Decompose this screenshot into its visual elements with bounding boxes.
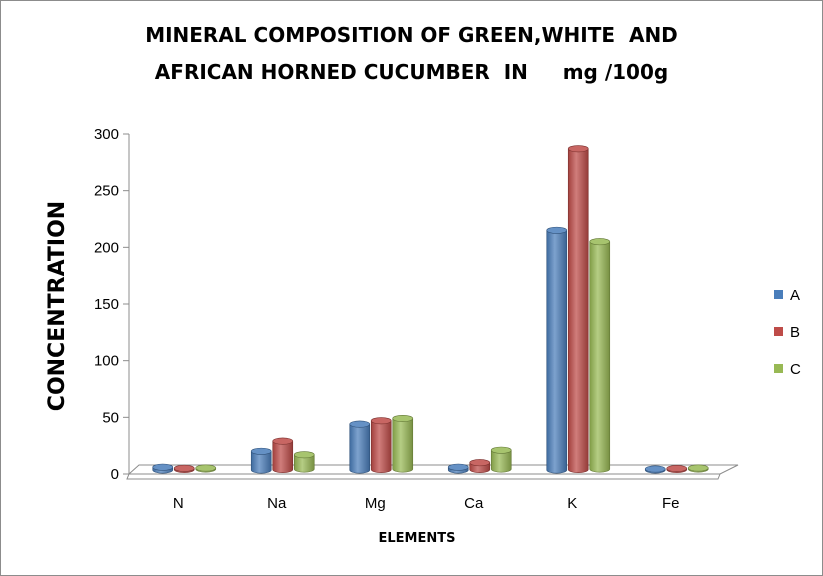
bar-B-Na (272, 437, 294, 473)
y-tick-label: 100 (94, 353, 119, 370)
bar-body (370, 420, 392, 473)
bar-top (349, 420, 371, 428)
bar-A-Mg (349, 420, 371, 474)
x-axis-title: ELEMENTS (379, 531, 456, 546)
floor-front (126, 473, 721, 480)
legend-label-B: B (790, 324, 800, 341)
bar-B-K (567, 145, 589, 473)
bar-B-N (173, 464, 195, 473)
bar-A-Fe (644, 465, 666, 474)
y-tick-label: 300 (94, 126, 119, 143)
bar-C-K (589, 238, 611, 473)
bar-top (567, 145, 589, 153)
legend-swatch-B (774, 327, 783, 336)
legend-label-A: A (790, 287, 800, 304)
x-tick-label: K (567, 495, 577, 512)
bar-top (173, 464, 195, 472)
bar-body (349, 423, 371, 474)
y-tick-label: 150 (94, 296, 119, 313)
chart-title-line-1: MINERAL COMPOSITION OF GREEN,WHITE AND (145, 23, 678, 47)
bar-top (392, 414, 414, 422)
bar-C-Fe (687, 464, 709, 473)
bar-top (293, 451, 315, 459)
x-axis-labels: N Na Mg Ca K Fe (173, 495, 680, 512)
bar-top (546, 226, 568, 234)
bar-top (490, 446, 512, 454)
bar-body (546, 230, 568, 474)
bar-top (195, 464, 217, 472)
bar-body (392, 418, 414, 473)
y-tick-label: 50 (102, 409, 119, 426)
bar-top (644, 465, 666, 473)
bar-body (272, 440, 294, 473)
legend: A B C (774, 287, 801, 378)
chart-title-line-2: AFRICAN HORNED CUCUMBER IN mg /100g (154, 60, 669, 84)
bar-top (589, 238, 611, 246)
bar-body (250, 451, 272, 474)
y-tick-label: 250 (94, 183, 119, 200)
bar-A-N (152, 463, 174, 474)
plot-floor (126, 464, 739, 480)
bar-top (272, 437, 294, 445)
bar-B-Mg (370, 417, 392, 473)
y-axis: 0 50 100 150 200 250 300 (94, 126, 130, 483)
bar-body (589, 241, 611, 473)
y-axis-title: CONCENTRATION (45, 201, 70, 411)
bar-top (666, 464, 688, 472)
bar-top (469, 459, 491, 467)
x-tick-label: Ca (464, 495, 484, 512)
y-tick-label: 0 (111, 466, 119, 483)
x-tick-label: Mg (365, 495, 386, 512)
x-tick-label: Na (267, 495, 287, 512)
legend-swatch-C (774, 364, 783, 373)
bar-A-Na (250, 447, 272, 474)
x-tick-label: N (173, 495, 184, 512)
bar-C-N (195, 464, 217, 473)
bar-A-K (546, 226, 568, 474)
y-tick-label: 200 (94, 239, 119, 256)
bar-top (152, 463, 174, 471)
bar-C-Mg (392, 414, 414, 473)
bar-B-Fe (666, 464, 688, 473)
bar-body (293, 454, 315, 473)
bar-B-Ca (469, 459, 491, 473)
bar-body (567, 148, 589, 473)
x-tick-label: Fe (662, 495, 680, 512)
bar-A-Ca (447, 463, 469, 474)
bar-body (490, 449, 512, 473)
bar-top (447, 463, 469, 471)
bar-top (250, 447, 272, 455)
legend-label-C: C (790, 361, 801, 378)
bar-top (370, 417, 392, 425)
bar-C-Na (293, 451, 315, 473)
legend-swatch-A (774, 290, 783, 299)
bar-C-Ca (490, 446, 512, 473)
bar-top (687, 464, 709, 472)
bars (152, 145, 709, 474)
